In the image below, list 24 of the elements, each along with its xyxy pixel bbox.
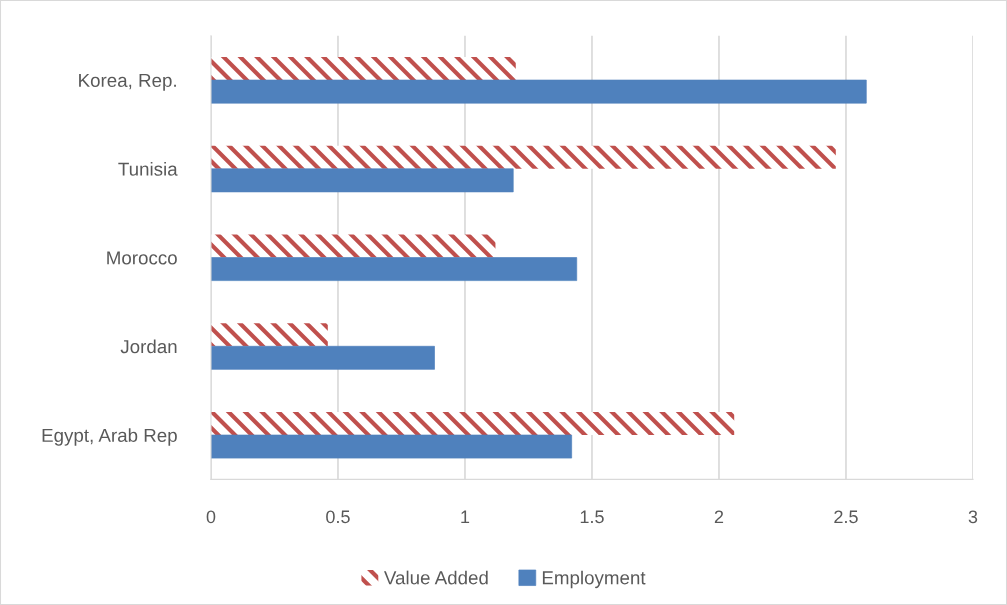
x-tick-label: 1 — [461, 510, 470, 524]
bar — [210, 257, 578, 281]
x-tick-label: 1.5 — [580, 510, 604, 524]
y-tick-label: Egypt, Arab Rep — [42, 428, 177, 446]
y-tick-label: Jordan — [120, 339, 177, 354]
y-tick-label: Korea, Rep. — [79, 73, 176, 91]
y-tick-label: Tunisia — [118, 162, 178, 176]
x-tick-label: 0 — [206, 510, 216, 524]
bar — [210, 56, 516, 81]
bar — [210, 79, 867, 104]
legend-label: Value Added — [384, 570, 488, 585]
x-tick-label: 2.5 — [834, 510, 858, 524]
x-tick-label: 3 — [968, 510, 978, 524]
bar — [210, 345, 435, 370]
bar — [210, 323, 328, 347]
legend-label: Employment — [542, 570, 646, 589]
x-tick-label: 2 — [714, 510, 724, 524]
bar — [210, 411, 735, 436]
bar — [210, 434, 572, 459]
x-tick-label: 0.5 — [326, 510, 350, 524]
y-tick-label: Morocco — [107, 251, 177, 265]
bar — [210, 234, 496, 258]
bar — [210, 145, 836, 169]
bar — [210, 168, 514, 193]
